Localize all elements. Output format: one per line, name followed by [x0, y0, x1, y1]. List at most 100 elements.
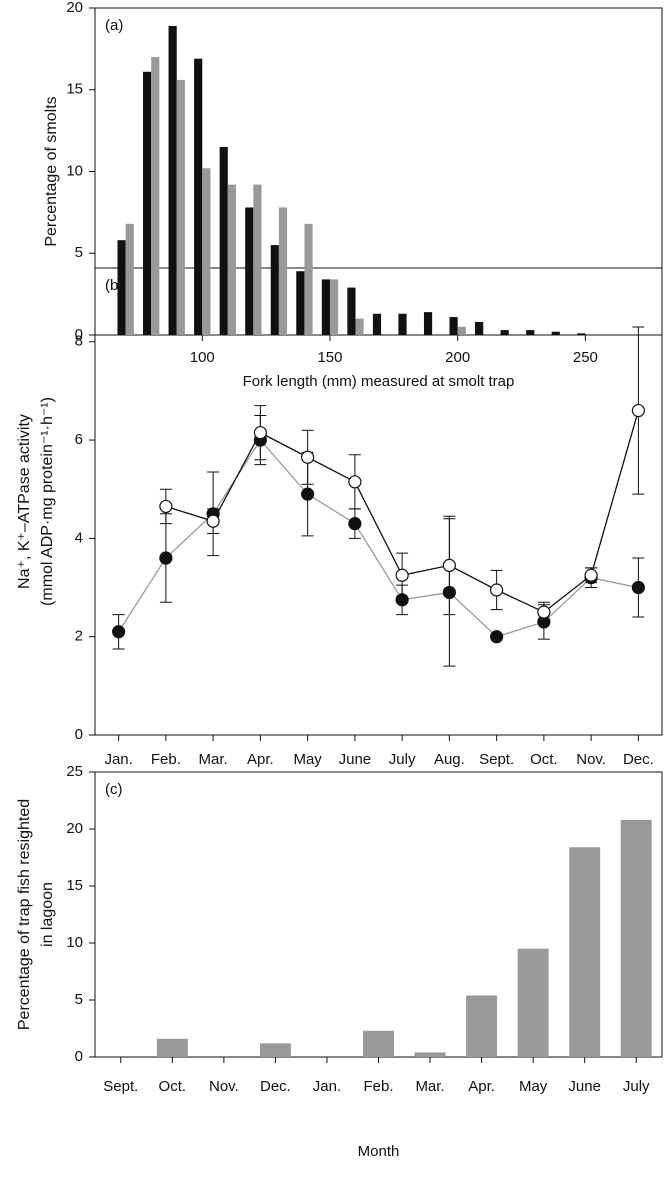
- point: [537, 605, 551, 619]
- x-tick-label: July: [389, 751, 416, 768]
- x-tick-label: Oct.: [159, 1078, 187, 1095]
- bar: [449, 317, 458, 335]
- bar: [398, 313, 407, 335]
- bar: [321, 279, 330, 335]
- x-tick-label: Sept.: [103, 1078, 138, 1095]
- point: [206, 514, 220, 528]
- x-tick-label: Feb.: [363, 1078, 393, 1095]
- x-tick-label: Nov.: [209, 1078, 239, 1095]
- y-tick-label: 6: [75, 431, 83, 448]
- y-tick-label: 25: [66, 763, 83, 780]
- bar: [304, 223, 313, 335]
- bar: [569, 847, 601, 1057]
- y-tick-label: 0: [75, 326, 83, 343]
- bar: [278, 207, 288, 335]
- y-axis-label: Percentage of smolts: [43, 96, 60, 246]
- bar: [168, 25, 177, 336]
- bar: [466, 995, 498, 1057]
- y-axis-label: in lagoon: [39, 882, 56, 947]
- bar: [517, 948, 549, 1057]
- bar: [329, 279, 339, 335]
- y-tick-label: 0: [75, 726, 83, 743]
- bar: [202, 168, 211, 335]
- x-tick-label: 200: [445, 349, 470, 366]
- y-tick-label: 20: [66, 820, 83, 837]
- bar: [620, 819, 652, 1057]
- series-line: [118, 438, 639, 638]
- point: [112, 625, 126, 639]
- point: [253, 426, 267, 440]
- y-tick-label: 4: [75, 529, 83, 546]
- y-axis-label: Percentage of trap fish resighted: [16, 799, 33, 1030]
- point: [301, 450, 315, 464]
- bar: [143, 71, 152, 335]
- x-axis-label: Fork length (mm) measured at smolt trap: [243, 373, 515, 390]
- point: [395, 593, 409, 607]
- bar: [500, 330, 509, 335]
- x-tick-label: Apr.: [468, 1078, 495, 1095]
- point: [348, 517, 362, 531]
- x-tick-label: Jan.: [104, 751, 132, 768]
- bar: [457, 326, 466, 335]
- y-tick-label: 5: [75, 244, 83, 261]
- bar: [227, 184, 236, 335]
- bar: [253, 184, 262, 335]
- panel-label: (c): [105, 781, 123, 798]
- point: [490, 583, 504, 597]
- bar: [296, 271, 305, 335]
- bar: [219, 146, 228, 335]
- y-tick-label: 10: [66, 162, 83, 179]
- bar: [117, 240, 126, 335]
- y-tick-label: 15: [66, 81, 83, 98]
- x-tick-label: May: [293, 751, 322, 768]
- bar: [475, 321, 484, 335]
- x-tick-label: May: [519, 1078, 548, 1095]
- bar: [194, 58, 203, 336]
- point: [159, 551, 173, 565]
- y-tick-label: 5: [75, 991, 83, 1008]
- y-tick-label: 8: [75, 333, 83, 350]
- y-tick-label: 15: [66, 877, 83, 894]
- point: [631, 403, 645, 418]
- bar: [577, 333, 586, 335]
- bar: [259, 1043, 291, 1057]
- x-tick-label: Apr.: [247, 751, 274, 768]
- bar: [347, 287, 356, 335]
- y-axis-label: Na⁺, K⁺–ATPase activity: [16, 414, 33, 589]
- point: [348, 475, 362, 489]
- x-tick-label: Jan.: [313, 1078, 341, 1095]
- point: [395, 568, 409, 582]
- axes-frame: [94, 267, 663, 736]
- bar: [156, 1038, 188, 1057]
- y-axis-label: (mmol ADP·mg protein⁻¹·h⁻¹): [39, 397, 56, 606]
- x-axis-label: Month: [358, 1143, 400, 1160]
- point: [301, 487, 315, 501]
- point: [584, 568, 598, 582]
- point: [490, 630, 504, 644]
- bar: [151, 57, 160, 336]
- bar: [176, 79, 185, 335]
- x-tick-label: Dec.: [623, 751, 654, 768]
- x-tick-label: Oct.: [530, 751, 558, 768]
- x-tick-label: 150: [317, 349, 342, 366]
- bar: [526, 330, 535, 335]
- point: [159, 499, 173, 514]
- x-tick-label: Feb.: [151, 751, 181, 768]
- x-tick-label: 100: [190, 349, 215, 366]
- y-tick-label: 2: [75, 628, 83, 645]
- point: [442, 558, 456, 573]
- x-tick-label: Dec.: [260, 1078, 291, 1095]
- bar: [551, 331, 560, 335]
- x-tick-label: July: [623, 1078, 650, 1095]
- point: [442, 585, 456, 600]
- bar: [363, 1030, 394, 1057]
- bar: [245, 207, 254, 335]
- x-tick-label: Aug.: [434, 751, 465, 768]
- x-tick-label: June: [568, 1078, 601, 1095]
- bar: [355, 318, 364, 335]
- bar: [414, 1052, 446, 1057]
- x-tick-label: Mar.: [199, 751, 228, 768]
- point: [631, 580, 645, 595]
- bar: [423, 312, 433, 335]
- x-tick-label: June: [339, 751, 372, 768]
